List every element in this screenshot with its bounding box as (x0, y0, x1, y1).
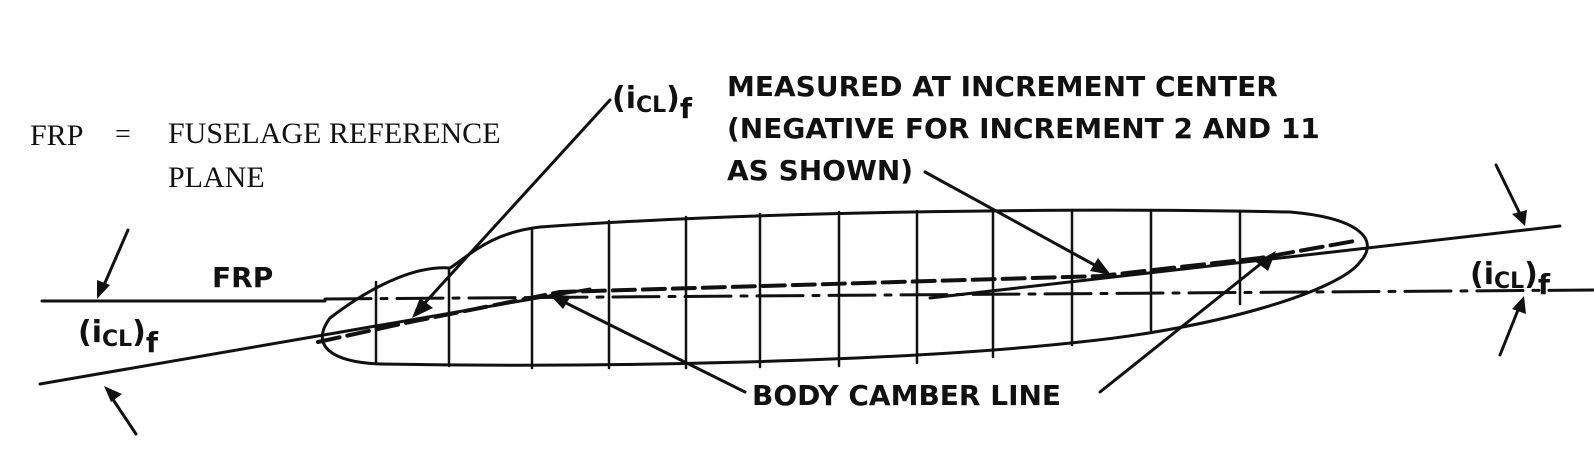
annotation-leaders (412, 98, 1111, 318)
left-angle-marker: (iCL)f (78, 228, 159, 436)
left-arrow-lower-head (104, 386, 122, 402)
right-arrow-lower-shaft (1498, 303, 1522, 357)
left-arrow-lower-shaft (108, 393, 138, 436)
increment-note: (iCL)f MEASURED AT INCREMENT CENTER (NEG… (612, 70, 1320, 187)
frp-legend: FRP = FUSELAGE REFERENCE PLANE (30, 117, 501, 194)
right-i-symbol: (iCL)f (1470, 257, 1551, 301)
right-angle-marker: (iCL)f (1470, 163, 1551, 357)
leader-note-left-head (412, 298, 433, 318)
leader-note-right-head (1090, 258, 1111, 275)
camber-label-group: BODY CAMBER LINE (549, 251, 1276, 412)
camber-label: BODY CAMBER LINE (752, 379, 1061, 412)
inclined-line-right (928, 224, 1562, 300)
left-i-symbol: (iCL)f (78, 315, 159, 359)
body-camber-line (316, 238, 1362, 344)
right-arrow-upper-head (1512, 210, 1527, 226)
note-i-symbol: (iCL)f (612, 81, 693, 125)
legend-line1: FUSELAGE REFERENCE (168, 117, 501, 150)
leader-camber-right (1098, 256, 1270, 394)
leader-note-right (923, 170, 1102, 270)
note-line-1: MEASURED AT INCREMENT CENTER (727, 70, 1278, 103)
note-line-2: (NEGATIVE FOR INCREMENT 2 AND 11 (727, 112, 1320, 145)
note-line-3: AS SHOWN) (727, 154, 913, 187)
right-arrow-lower-head (1512, 296, 1526, 314)
left-arrow-upper-head (97, 280, 110, 299)
frp-reference-line: FRP (40, 261, 1594, 303)
leader-camber-right-head (1256, 251, 1276, 271)
fuselage-outline (320, 208, 1369, 367)
legend-line2: PLANE (168, 161, 265, 194)
legend-equals: = (115, 119, 131, 150)
leader-camber-left-head (549, 294, 571, 309)
frp-label: FRP (212, 261, 273, 294)
left-arrow-upper-shaft (99, 228, 130, 294)
right-arrow-upper-shaft (1494, 163, 1524, 220)
legend-abbr: FRP (30, 119, 83, 152)
leader-note-left (420, 98, 612, 308)
leader-camber-left (558, 298, 747, 394)
